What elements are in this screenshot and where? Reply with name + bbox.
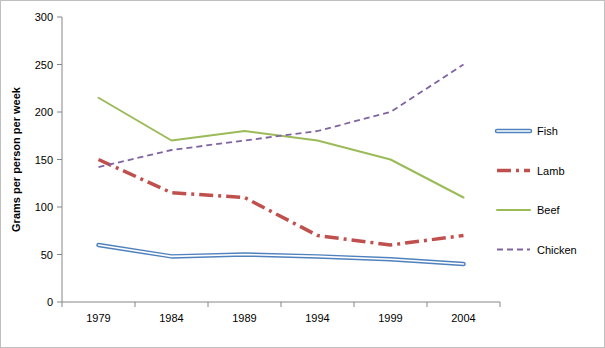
legend-label: Beef [537,204,561,216]
y-tick-label: 50 [41,249,53,261]
series-line-inner [99,245,464,264]
y-tick [57,64,62,65]
series-line [99,65,464,168]
y-tick [57,254,62,255]
chart-border [1,1,605,348]
plot-area [99,65,464,265]
legend-label: Chicken [537,244,577,256]
legend-label: Fish [537,125,558,137]
y-tick [57,159,62,160]
y-tick-label: 100 [35,201,53,213]
y-tick [57,207,62,208]
legend-swatch-inner [497,130,530,132]
legend-swatch [497,169,530,173]
x-tick [208,302,209,307]
x-tick-label: 1994 [305,312,329,324]
legend-swatch [497,129,530,134]
y-tick-label: 150 [35,154,53,166]
x-tick [427,302,428,307]
y-axis-label: Grams per person per week [10,86,22,232]
legend-swatch [497,209,530,211]
y-tick-label: 0 [47,296,53,308]
x-tick-label: 2004 [451,312,475,324]
x-tick-label: 1979 [86,312,110,324]
x-tick [62,302,63,307]
x-tick [135,302,136,307]
y-tick-label: 200 [35,106,53,118]
y-tick [57,302,62,303]
x-tick [281,302,282,307]
x-tick-label: 1984 [159,312,183,324]
y-tick [57,17,62,18]
x-tick [354,302,355,307]
legend: Fish Lamb Beef Chicken [497,125,577,256]
series-line [99,98,464,198]
legend-swatch [497,249,530,251]
series-line [99,160,464,246]
x-tick-label: 1989 [232,312,256,324]
series-line [99,245,464,264]
x-tick [500,302,501,307]
legend-label: Lamb [537,165,565,177]
y-tick-label: 250 [35,59,53,71]
y-tick-label: 300 [35,11,53,23]
y-tick [57,112,62,113]
chart: 0 50 100 150 200 250 300 1979 1984 1989 1994 1999 20… [0,0,605,348]
x-tick-label: 1999 [378,312,402,324]
